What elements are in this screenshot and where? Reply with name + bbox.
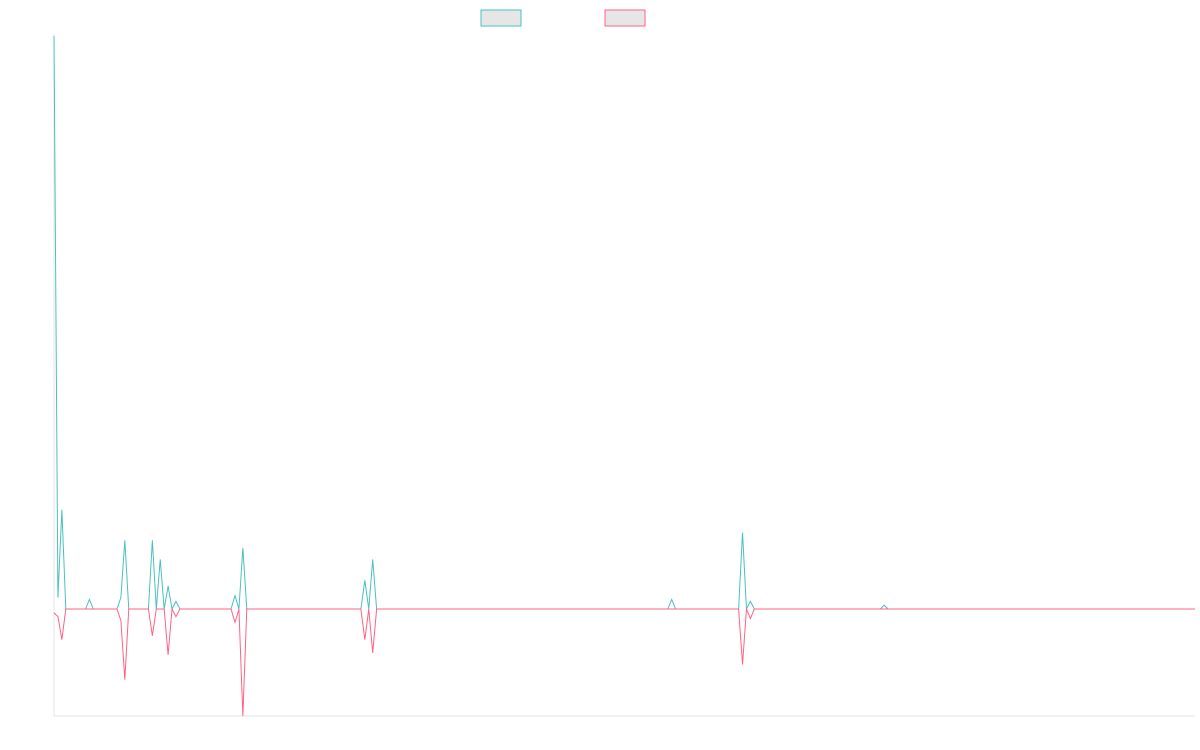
legend-swatch-2[interactable]: [604, 9, 646, 27]
chart-axes: [53, 34, 1195, 717]
legend-item-2[interactable]: [604, 9, 646, 27]
series-line-2: [53, 607, 1195, 717]
series-line-1: [53, 35, 1195, 611]
legend-item-1[interactable]: [480, 9, 522, 27]
plot-area: [53, 35, 1195, 717]
legend-swatch-1[interactable]: [480, 9, 522, 27]
chart-legend[interactable]: [480, 9, 646, 27]
